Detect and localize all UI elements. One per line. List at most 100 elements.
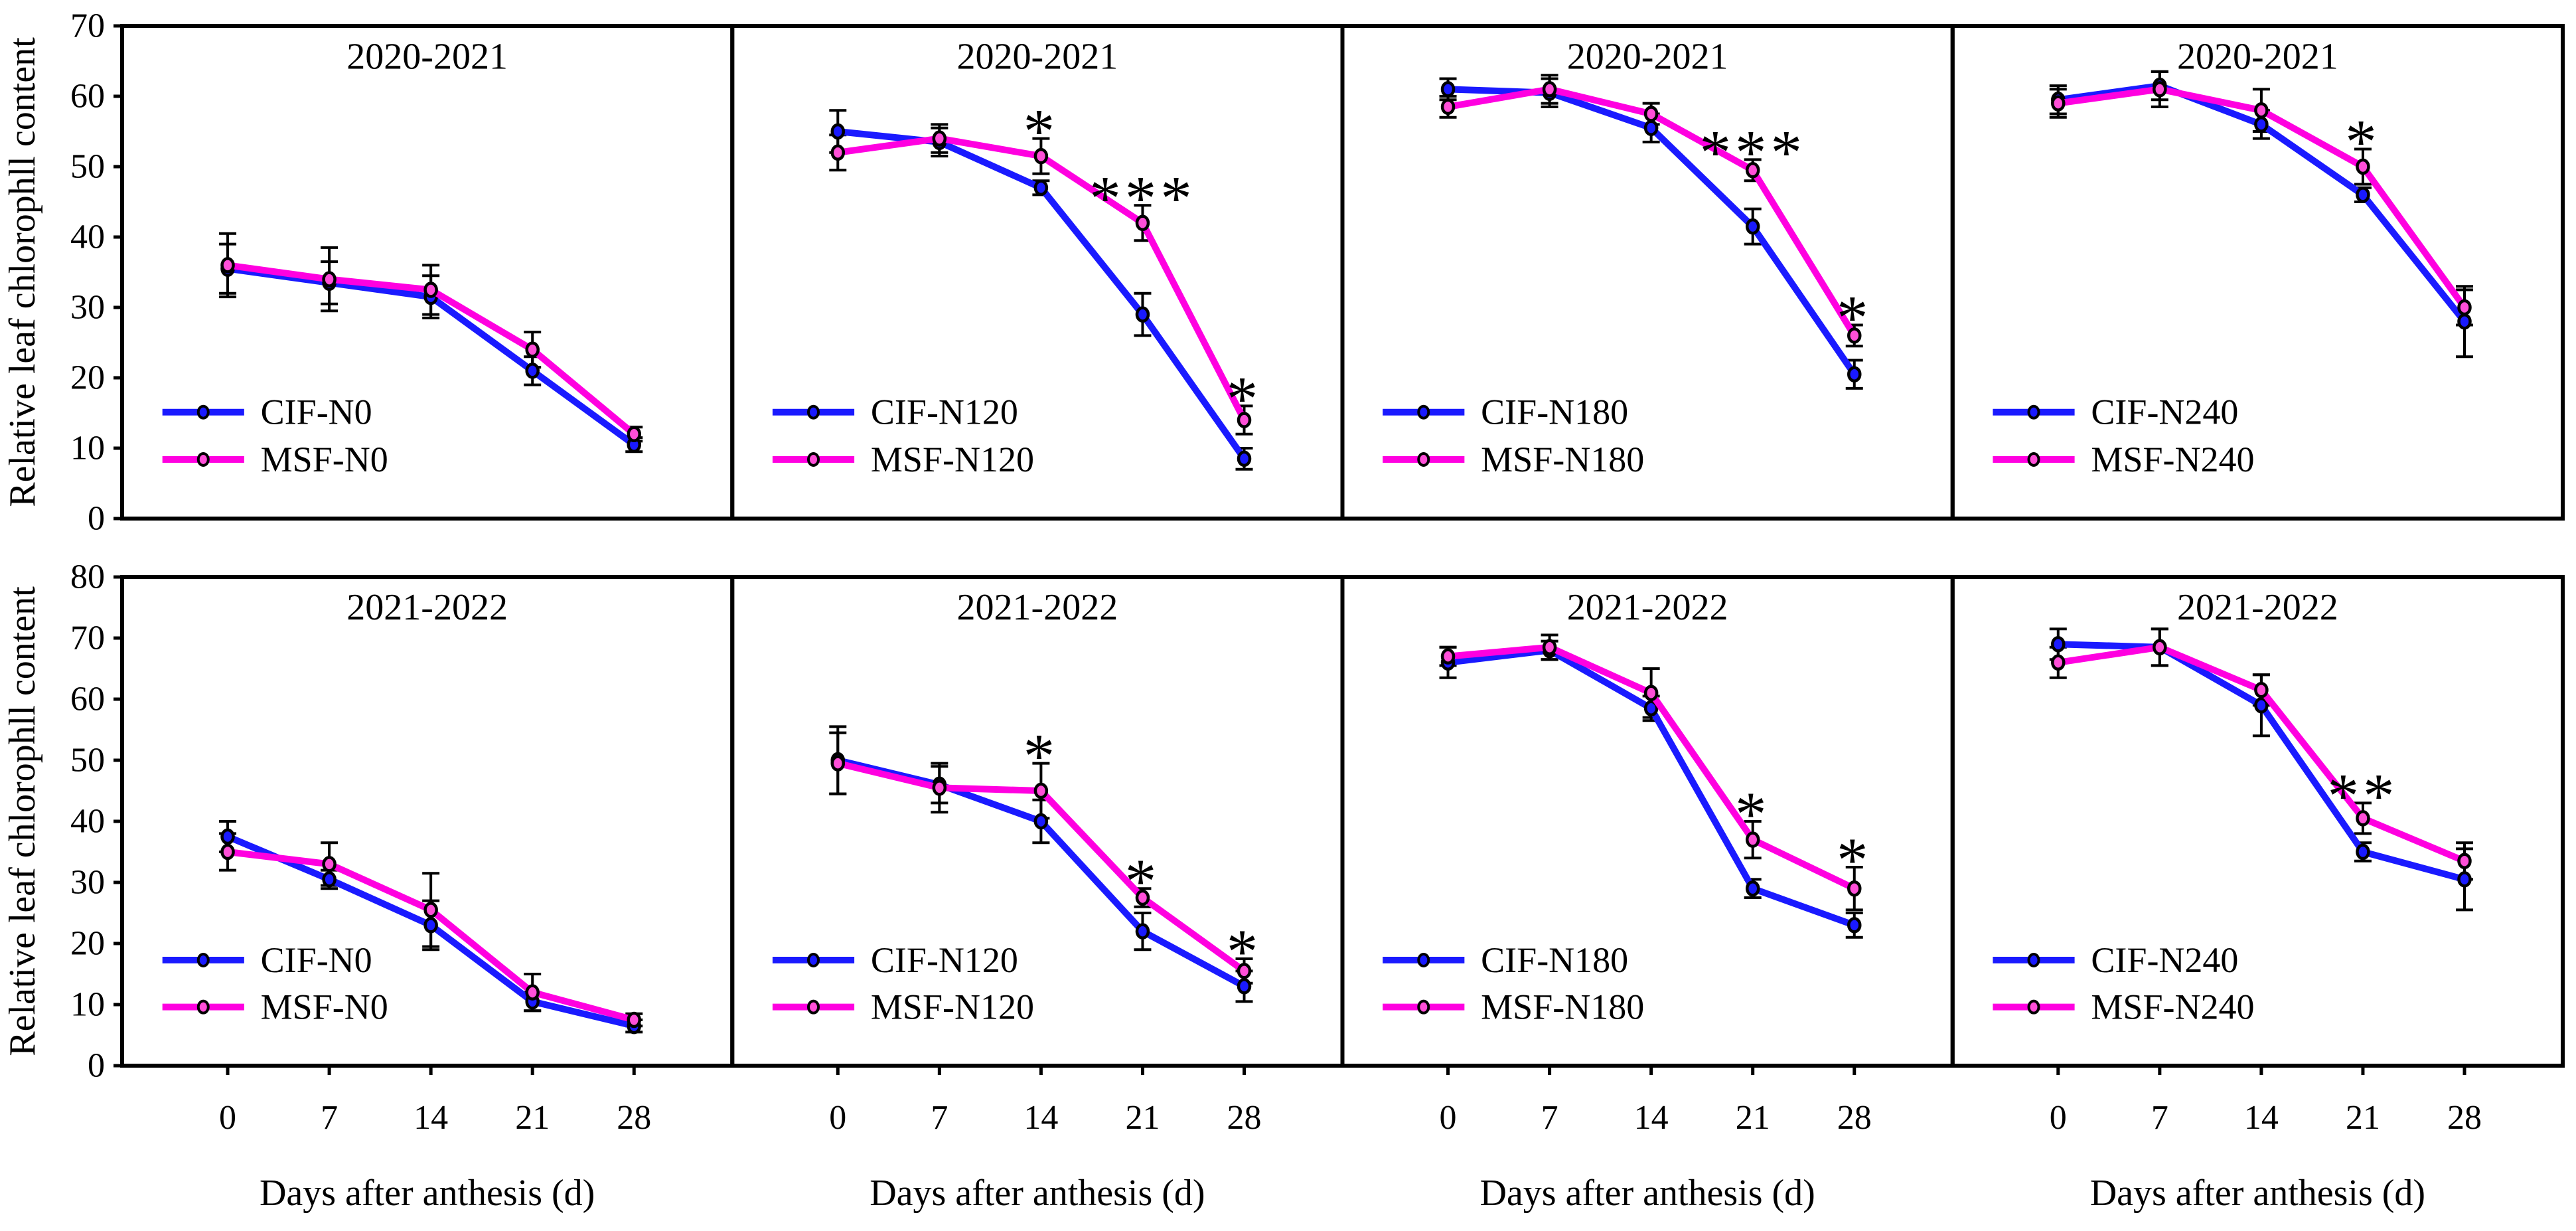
legend-marker (807, 999, 820, 1015)
legend-marker (1417, 953, 1430, 968)
data-point-CIF-N240 (2051, 635, 2066, 653)
legend-label: CIF-N180 (1481, 940, 1628, 980)
data-point-MSF-N120 (1237, 963, 1252, 979)
legend-entry-MSF-N180: MSF-N180 (1383, 440, 1644, 479)
legend-marker (2027, 404, 2040, 420)
data-point-MSF-N180 (1643, 106, 1659, 122)
y-tick-label: 30 (70, 864, 105, 902)
data-point-MSF-N240 (2153, 639, 2167, 656)
data-point-MSF-N0 (423, 902, 438, 918)
data-point-MSF-N240 (2457, 299, 2472, 316)
x-tick-label: 0 (1440, 1099, 1457, 1137)
data-point-MSF-N120 (1135, 889, 1150, 906)
panel-title: 2021-2022 (1567, 587, 1728, 628)
legend-label: MSF-N240 (2091, 440, 2254, 479)
y-tick-label: 40 (70, 218, 105, 256)
data-point-CIF-N180 (1847, 917, 1862, 934)
x-tick-label: 28 (2447, 1099, 2482, 1137)
data-point-CIF-N240 (2254, 697, 2269, 714)
y-tick-label: 70 (70, 7, 105, 45)
panel-2021-2022-N120: 0 7 14 21 28 Days after anthesis (d) 2021-2022… (730, 575, 1345, 1214)
data-point-MSF-N120 (932, 780, 947, 796)
legend-marker (807, 404, 820, 420)
data-point-CIF-N120 (1135, 923, 1150, 940)
y-tick-label: 70 (70, 619, 105, 657)
legend-entry-MSF-N0: MSF-N0 (162, 440, 388, 479)
legend-entry-MSF-N240: MSF-N240 (1993, 440, 2254, 479)
x-tick-label: 0 (829, 1099, 846, 1137)
data-point-MSF-N180 (1745, 831, 1760, 848)
x-tick-label: 28 (617, 1099, 651, 1137)
data-point-MSF-N0 (322, 856, 337, 872)
data-point-MSF-N0 (322, 271, 337, 287)
y-tick-label: 60 (70, 78, 105, 116)
data-point-CIF-N180 (1440, 81, 1456, 98)
significance-marker: *** (1089, 163, 1196, 233)
legend-entry-MSF-N120: MSF-N120 (772, 987, 1034, 1027)
legend-label: MSF-N180 (1481, 440, 1644, 479)
data-point-MSF-N120 (830, 755, 846, 772)
legend-marker (2027, 451, 2040, 467)
y-axis-label: Relative leaf chlorophll content (2, 586, 43, 1056)
data-point-CIF-N120 (1237, 978, 1252, 995)
significance-marker: * (1735, 779, 1771, 849)
legend-label: CIF-N240 (2091, 940, 2238, 980)
significance-marker: * (1837, 283, 1872, 353)
x-tick-label: 14 (414, 1099, 448, 1137)
data-point-CIF-N240 (2356, 843, 2370, 861)
data-point-CIF-N180 (1643, 700, 1659, 717)
legend-label: CIF-N180 (1481, 392, 1628, 432)
x-tick-label: 21 (2346, 1099, 2380, 1137)
legend-entry-MSF-N0: MSF-N0 (162, 987, 388, 1027)
data-point-MSF-N180 (1440, 648, 1456, 665)
legend-marker (2027, 953, 2040, 968)
panel-2021-2022-N180: 0 7 14 21 28 Days after anthesis (d) 2021-2022… (1340, 575, 1955, 1214)
significance-marker: * (2345, 107, 2381, 177)
y-tick-label: 0 (88, 500, 105, 538)
data-point-MSF-N180 (1643, 685, 1659, 702)
legend-marker (807, 953, 820, 968)
x-axis-label: Days after anthesis (d) (260, 1173, 595, 1214)
significance-marker: * (1837, 825, 1872, 895)
data-point-MSF-N240 (2153, 81, 2167, 98)
legend-label: MSF-N120 (871, 987, 1034, 1027)
legend-marker (196, 451, 210, 467)
x-tick-label: 21 (1736, 1099, 1770, 1137)
significance-marker: * (1023, 721, 1059, 791)
x-tick-label: 21 (515, 1099, 550, 1137)
legend-entry-CIF-N180: CIF-N180 (1383, 392, 1628, 432)
legend-label: MSF-N180 (1481, 987, 1644, 1027)
y-tick-label: 40 (70, 803, 105, 841)
legend-entry-CIF-N120: CIF-N120 (772, 392, 1018, 432)
significance-marker: * (1227, 916, 1262, 987)
data-point-MSF-N120 (1135, 214, 1150, 232)
x-tick-label: 28 (1837, 1099, 1872, 1137)
data-point-MSF-N240 (2051, 95, 2066, 112)
data-point-MSF-N0 (220, 843, 235, 861)
legend-label: CIF-N0 (261, 940, 372, 980)
significance-marker: *** (1699, 117, 1806, 187)
panel-2021-2022-N240: 0 7 14 21 28 Days after anthesis (d) 2021-2022… (1950, 575, 2565, 1214)
data-point-MSF-N240 (2254, 102, 2269, 119)
y-axis-label: Relative leaf chlorophll content (2, 37, 43, 507)
x-tick-label: 14 (1634, 1099, 1669, 1137)
legend-marker (1417, 404, 1430, 420)
x-tick-label: 14 (1023, 1099, 1058, 1137)
data-point-CIF-N180 (1847, 366, 1862, 382)
data-point-MSF-N0 (525, 984, 540, 1001)
data-point-MSF-N120 (830, 144, 846, 161)
panel-title: 2021-2022 (346, 587, 508, 628)
data-point-CIF-N120 (1033, 813, 1049, 830)
x-tick-label: 7 (2151, 1099, 2168, 1137)
panel-title: 2020-2021 (346, 37, 508, 78)
legend-entry-MSF-N180: MSF-N180 (1383, 987, 1644, 1027)
data-point-MSF-N0 (423, 282, 438, 298)
data-point-MSF-N0 (525, 341, 540, 358)
legend-entry-CIF-N120: CIF-N120 (772, 940, 1018, 980)
y-tick-label: 50 (70, 742, 105, 780)
x-tick-label: 14 (2244, 1099, 2279, 1137)
y-tick-label: 80 (70, 558, 105, 596)
legend-label: MSF-N0 (261, 440, 388, 479)
data-point-MSF-N180 (1745, 162, 1760, 179)
